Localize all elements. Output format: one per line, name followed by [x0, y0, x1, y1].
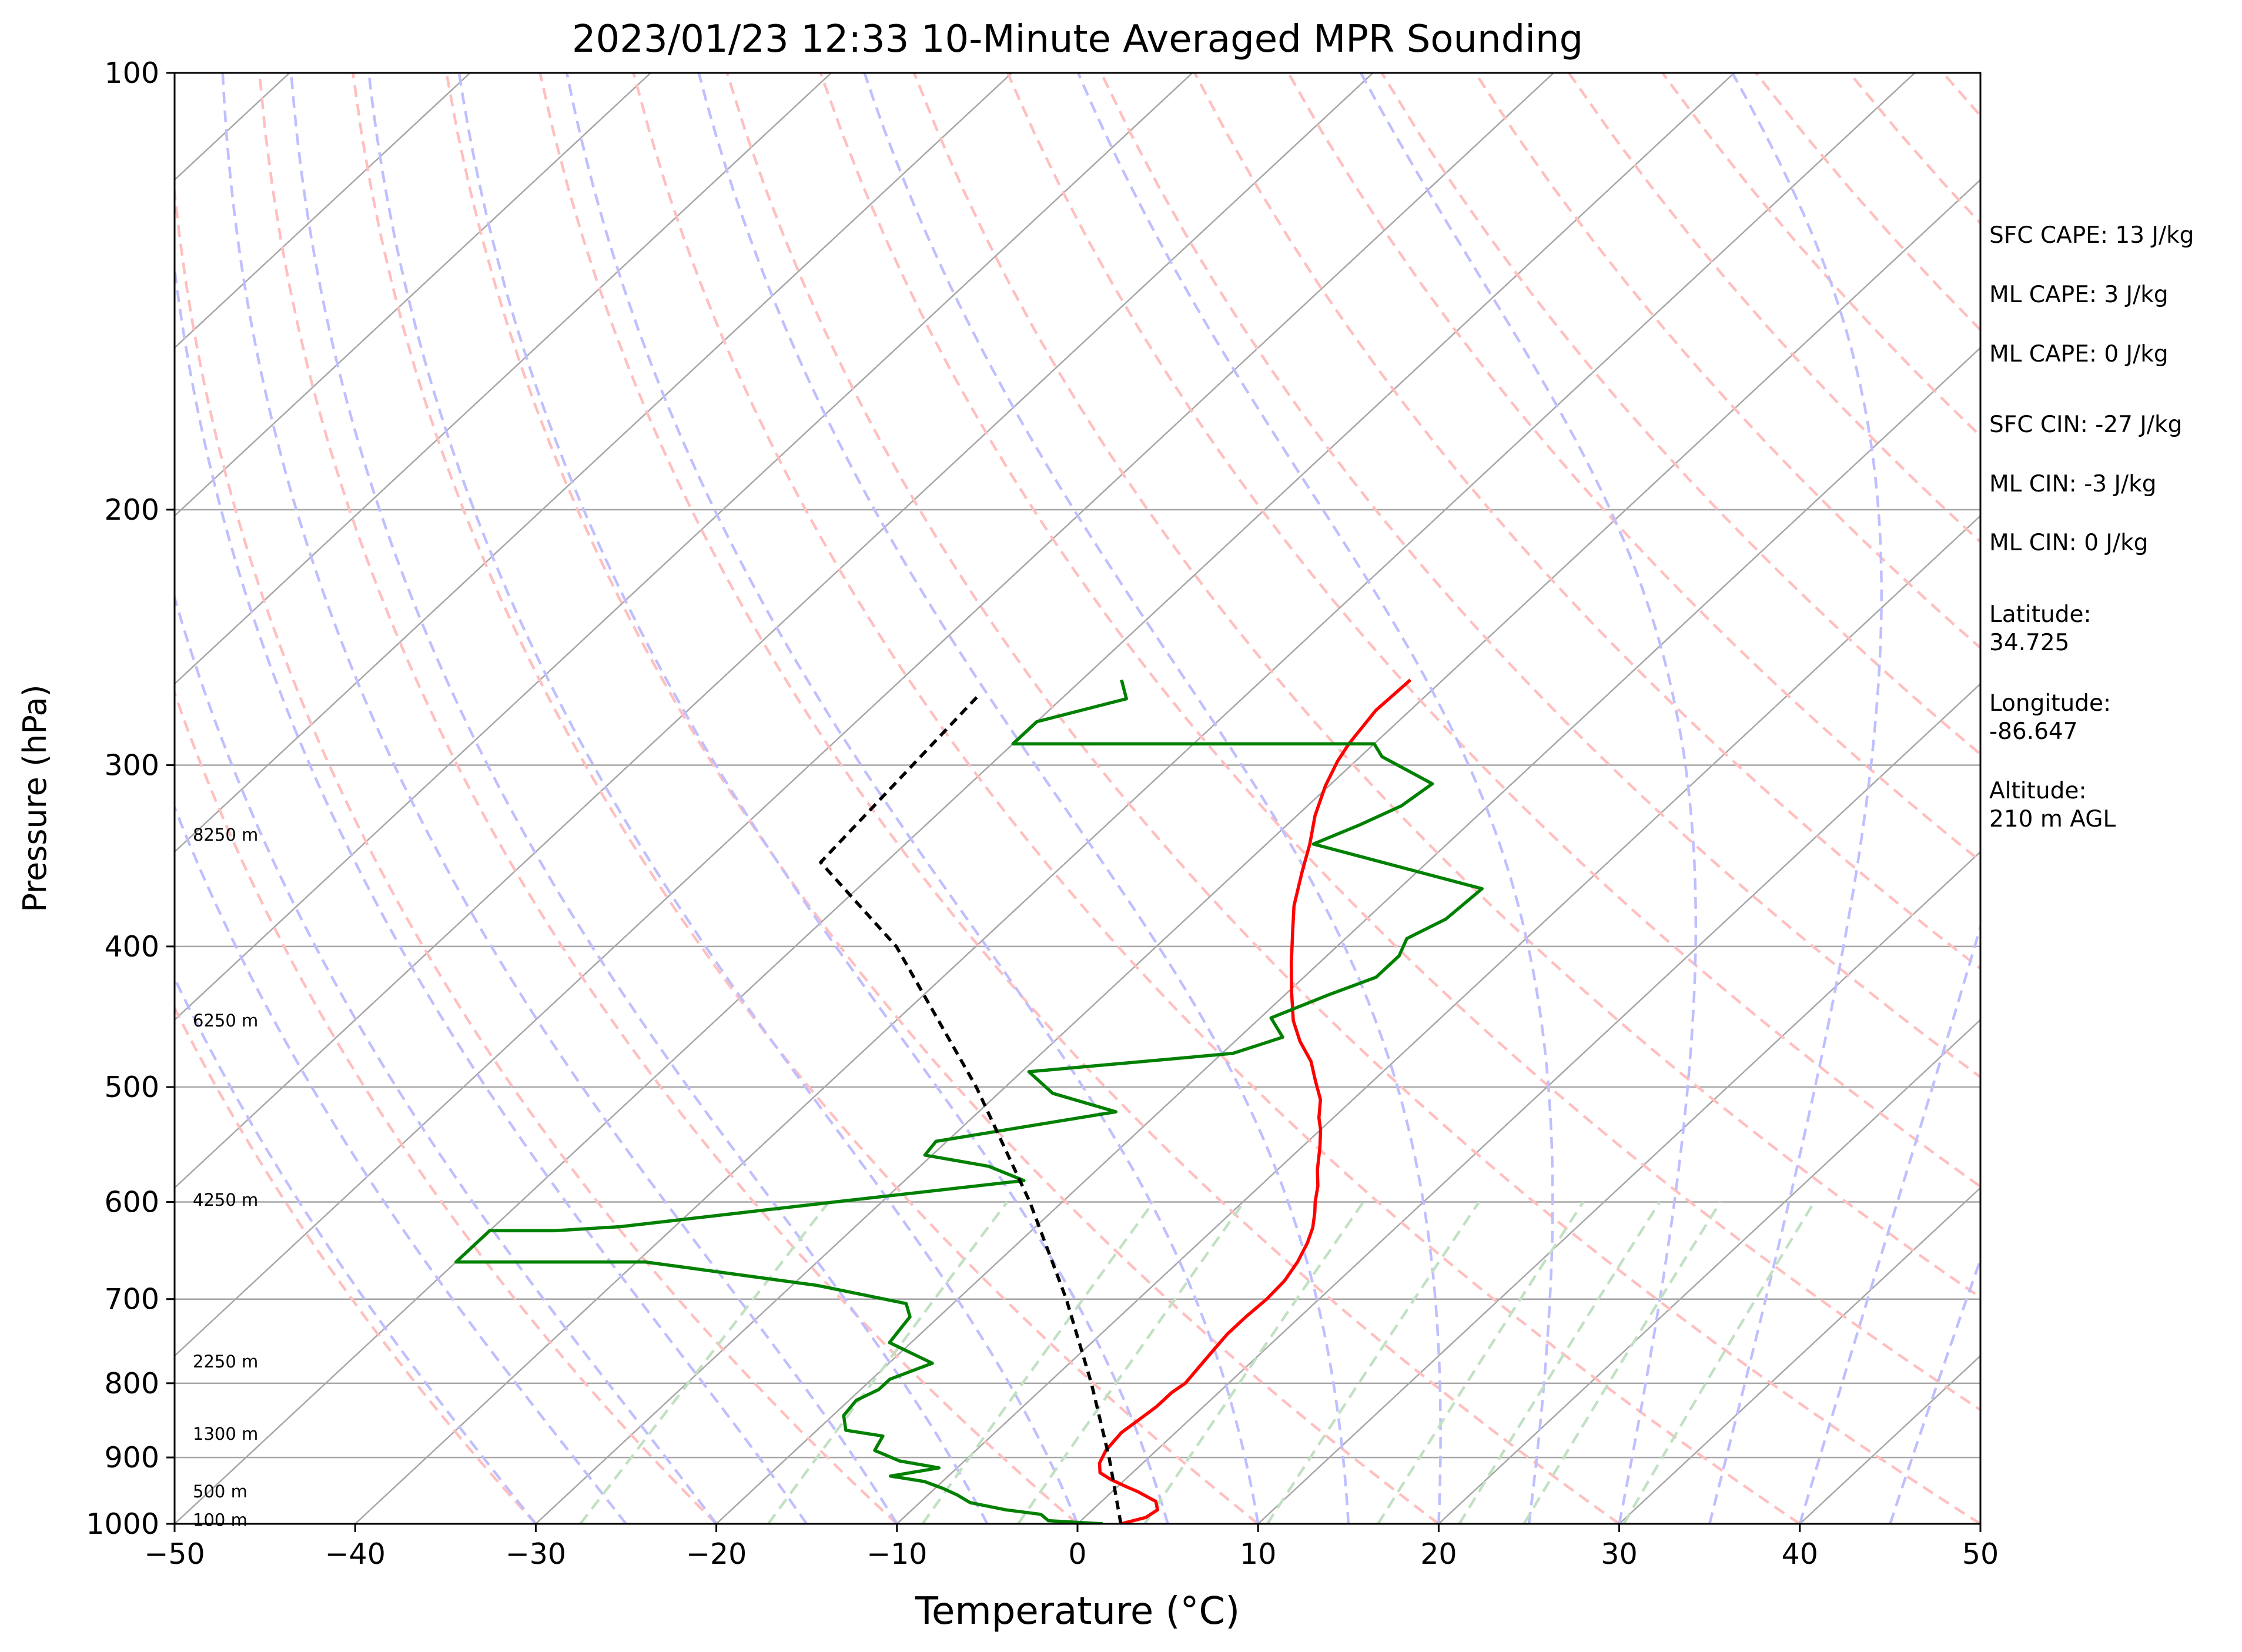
dry-adiabat-line — [913, 73, 1980, 1299]
x-tick-label: 50 — [1962, 1537, 1999, 1571]
ml-cin-text-2: ML CIN: 0 J/kg — [1989, 530, 2148, 556]
x-axis-label: Temperature (°C) — [915, 1590, 1240, 1633]
ml-cape-text: ML CAPE: 3 J/kg — [1989, 282, 2169, 308]
mixing-ratio-line — [767, 1201, 1009, 1524]
isotherm-line — [175, 73, 1374, 1189]
stats-panel: SFC CAPE: 13 J/kg ML CAPE: 3 J/kg ML CAP… — [1989, 222, 2194, 832]
ml-cin-text: ML CIN: -3 J/kg — [1989, 471, 2156, 497]
moist-adiabat-line — [175, 593, 718, 1524]
chart-title: 2023/01/23 12:33 10-Minute Averaged MPR … — [572, 18, 1583, 61]
x-tick-label: −40 — [324, 1537, 385, 1571]
moist-adiabat-line — [565, 73, 1260, 1524]
y-tick-label: 600 — [104, 1185, 159, 1219]
y-tick-label: 300 — [104, 749, 159, 782]
height-labels: 100 m 500 m 1300 m 2250 m 4250 m 6250 m 8250 m — [193, 825, 258, 1530]
x-tick-label: 40 — [1782, 1537, 1818, 1571]
longitude-label: Longitude: — [1989, 690, 2111, 717]
dry-adiabat-line — [175, 689, 718, 1524]
moist-adiabat-line — [290, 73, 989, 1524]
height-label: 6250 m — [193, 1011, 258, 1031]
isotherm-line — [715, 346, 1980, 1524]
mixing-ratio-line — [1377, 1201, 1585, 1524]
isotherm-line — [175, 73, 832, 685]
x-tick-label: −30 — [506, 1537, 566, 1571]
x-tick-label: −10 — [866, 1537, 927, 1571]
y-tick-label: 100 — [104, 56, 159, 90]
y-axis-ticks: 100 200 300 400 500 600 700 800 900 1000 — [86, 56, 175, 1541]
isotherm-line — [175, 73, 1554, 1357]
moist-adiabat-line — [457, 73, 1169, 1524]
x-tick-label: 10 — [1240, 1537, 1276, 1571]
height-label: 500 m — [193, 1482, 247, 1501]
x-tick-label: −50 — [144, 1537, 205, 1571]
height-label: 100 m — [193, 1510, 247, 1530]
isotherm-line — [175, 73, 651, 517]
x-tick-label: 30 — [1601, 1537, 1637, 1571]
dry-adiabat-line — [538, 73, 1620, 1524]
dry-adiabat-line — [1193, 73, 1980, 971]
isotherm-line — [175, 73, 1193, 1021]
y-tick-label: 500 — [104, 1071, 159, 1104]
moist-adiabat-line — [221, 73, 898, 1524]
isotherm-line — [1618, 1186, 1980, 1524]
dry-adiabat-line — [175, 1005, 537, 1524]
y-tick-label: 1000 — [86, 1507, 159, 1541]
y-tick-label: 800 — [104, 1367, 159, 1400]
dry-adiabat-line — [175, 179, 898, 1524]
mixing-ratio-line — [921, 1201, 1155, 1524]
dry-adiabat-line — [1380, 73, 1980, 756]
ml-cape-text-2: ML CAPE: 0 J/kg — [1989, 341, 2169, 367]
moist-adiabat-line — [1360, 73, 1698, 1524]
moist-adiabat-line — [367, 73, 1079, 1524]
dry-adiabat-line — [1100, 73, 1980, 1079]
moist-adiabat-line — [863, 73, 1442, 1524]
dry-adiabat-line — [632, 73, 1801, 1524]
height-label: 4250 m — [193, 1190, 258, 1210]
isotherm-line — [175, 73, 1013, 853]
mixing-ratio-line — [1017, 1201, 1245, 1524]
temperature-line — [1097, 678, 1412, 1524]
height-label: 2250 m — [193, 1352, 258, 1372]
y-tick-label: 400 — [104, 930, 159, 964]
longitude-value: -86.647 — [1989, 718, 2078, 745]
x-tick-label: −20 — [686, 1537, 747, 1571]
moist-adiabat-line — [697, 73, 1350, 1524]
x-tick-label: 0 — [1068, 1537, 1086, 1571]
sfc-cape-text: SFC CAPE: 13 J/kg — [1989, 222, 2194, 249]
height-label: 8250 m — [193, 825, 258, 845]
parcel-profile-line — [819, 693, 1123, 1524]
moist-adiabat-line — [1077, 73, 1554, 1524]
latitude-value: 34.725 — [1989, 630, 2069, 656]
height-label: 1300 m — [193, 1424, 258, 1444]
dry-adiabat-line — [819, 73, 1980, 1412]
isotherm-line — [1257, 851, 1980, 1524]
y-tick-label: 700 — [104, 1283, 159, 1316]
y-axis-label: Pressure (hPa) — [16, 684, 53, 912]
latitude-label: Latitude: — [1989, 601, 2092, 628]
profile-lines — [454, 678, 1484, 1524]
x-tick-label: 20 — [1420, 1537, 1457, 1571]
sfc-cin-text: SFC CIN: -27 J/kg — [1989, 412, 2182, 438]
isotherm-line — [175, 73, 471, 349]
dry-adiabat-line — [1006, 73, 1980, 1189]
isotherm-line — [175, 73, 1735, 1524]
x-axis-ticks: −50 −40 −30 −20 −10 0 10 20 30 40 50 — [144, 1524, 1999, 1571]
dewpoint-line — [454, 679, 1484, 1524]
y-tick-label: 900 — [104, 1441, 159, 1474]
dry-adiabat-line — [445, 73, 1440, 1524]
moist-adiabat-line — [1708, 73, 1883, 1524]
altitude-label: Altitude: — [1989, 778, 2087, 804]
altitude-value: 210 m AGL — [1989, 806, 2116, 832]
dry-adiabat-line — [258, 73, 1079, 1524]
mixing-ratio-line — [1143, 1201, 1365, 1524]
mixing-ratio-line — [1266, 1201, 1480, 1524]
isotherm-line — [1438, 1018, 1980, 1524]
isotherm-line — [354, 73, 1916, 1524]
y-tick-label: 200 — [104, 493, 159, 527]
isotherm-line — [1077, 683, 1980, 1524]
background-lines — [175, 73, 1980, 1524]
isotherm-line — [896, 514, 1980, 1524]
mixing-ratio-line — [579, 1201, 830, 1524]
